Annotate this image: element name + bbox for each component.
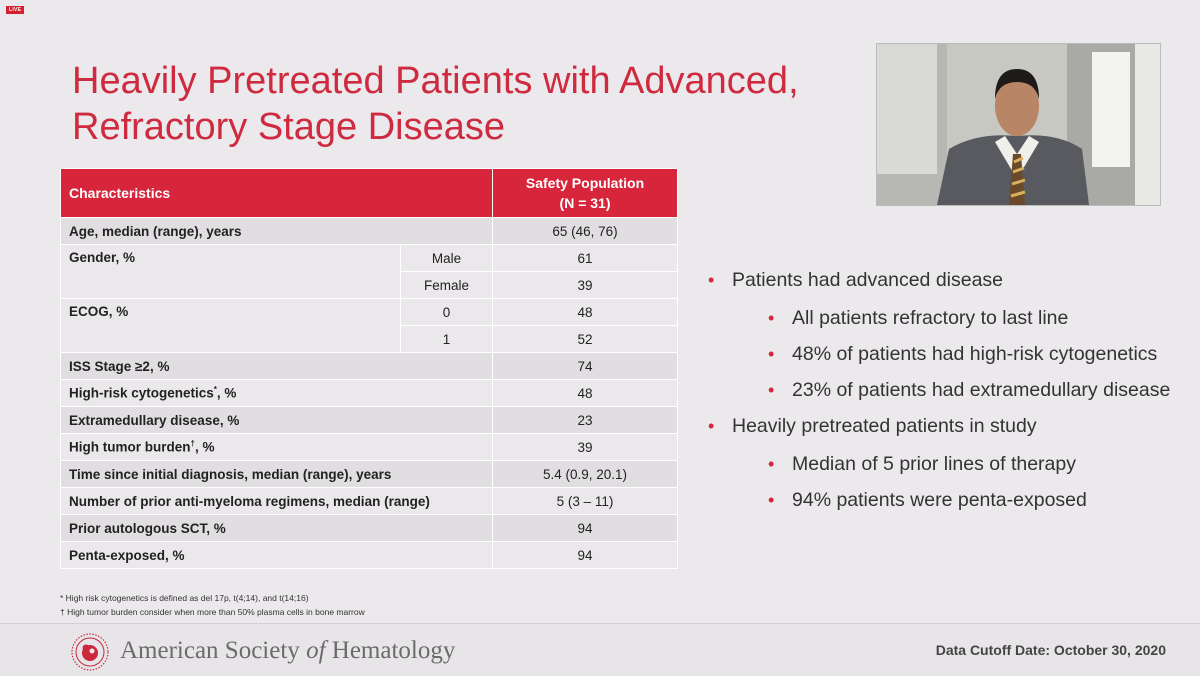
tumor-label-suffix: , % — [194, 439, 215, 455]
table-row: High-risk cytogenetics*, % 48 — [59, 379, 679, 407]
org-name-part1: American Society — [120, 637, 307, 664]
header-pop-line1: Safety Population — [525, 175, 645, 191]
row-label-prior-regimens: Number of prior anti-myeloma regimens, m… — [59, 487, 494, 515]
table-row: ISS Stage ≥2, % 74 — [59, 352, 679, 380]
bullet-text: 94% patients were penta-exposed — [792, 489, 1087, 511]
row-value-extramedullary: 23 — [492, 406, 679, 434]
footnote-tumor-burden: † High tumor burden consider when more t… — [60, 607, 365, 617]
bullet-dot-icon: • — [708, 270, 715, 290]
row-value-ecog-0: 48 — [492, 298, 679, 326]
row-label-age: Age, median (range), years — [59, 217, 494, 245]
bullet-dot-icon: • — [768, 490, 775, 510]
bullet-item: • Patients had advanced disease — [706, 266, 1176, 294]
live-badge: LIVE — [6, 6, 25, 14]
row-value-female: 39 — [492, 271, 679, 299]
tumor-footnote-mark: † — [190, 439, 195, 449]
table-row: Female 39 — [61, 271, 679, 299]
row-sub-female: Female — [399, 271, 494, 299]
row-label-iss: ISS Stage ≥2, % — [59, 352, 494, 380]
bullet-dot-icon: • — [768, 308, 775, 328]
bullet-text: Heavily pretreated patients in study — [732, 415, 1037, 437]
tumor-label-text: High tumor burden — [69, 439, 191, 455]
bullet-text: 23% of patients had extramedullary disea… — [792, 379, 1171, 401]
ash-organization-name: American Society of Hematology — [120, 637, 455, 665]
bullet-dot-icon: • — [708, 416, 715, 436]
slide-title: Heavily Pretreated Patients with Advance… — [72, 58, 872, 150]
characteristics-table: Characteristics Safety Population (N = 3… — [59, 168, 679, 569]
bullet-text: All patients refractory to last line — [792, 307, 1069, 329]
row-label-extramedullary: Extramedullary disease, % — [59, 406, 494, 434]
bullet-item: • 94% patients were penta-exposed — [706, 486, 1176, 514]
table-row: Time since initial diagnosis, median (ra… — [59, 460, 679, 488]
bullet-item: • 23% of patients had extramedullary dise… — [706, 376, 1176, 404]
table-row: Extramedullary disease, % 23 — [59, 406, 679, 434]
row-value-prior-sct: 94 — [492, 514, 679, 542]
org-name-part2: Hematology — [325, 637, 456, 664]
slide-footer: American Society of Hematology Data Cuto… — [0, 623, 1200, 676]
header-characteristics: Characteristics — [59, 168, 494, 218]
cyto-label-suffix: , % — [216, 385, 237, 401]
ash-logo-icon — [71, 633, 109, 671]
row-sub-ecog-0: 0 — [399, 298, 494, 326]
header-safety-population: Safety Population (N = 31) — [492, 168, 679, 218]
table-row: Penta-exposed, % 94 — [59, 541, 679, 569]
row-sub-ecog-1: 1 — [399, 325, 494, 353]
row-value-penta-exposed: 94 — [492, 541, 679, 569]
row-value-ecog-1: 52 — [492, 325, 679, 353]
footnotes: * High risk cytogenetics is defined as d… — [60, 591, 365, 619]
bullet-list: • Patients had advanced disease • All pati… — [706, 266, 1176, 522]
bullet-text: Median of 5 prior lines of therapy — [792, 453, 1076, 475]
cyto-footnote-mark: * — [213, 385, 217, 395]
table-row: 1 52 — [61, 325, 679, 353]
bullet-dot-icon: • — [768, 344, 775, 364]
row-label-prior-sct: Prior autologous SCT, % — [59, 514, 494, 542]
row-value-cytogenetics: 48 — [492, 379, 679, 407]
bullet-item: • Median of 5 prior lines of therapy — [706, 450, 1176, 478]
data-cutoff-date: Data Cutoff Date: October 30, 2020 — [935, 642, 1166, 658]
row-label-time-diagnosis: Time since initial diagnosis, median (ra… — [59, 460, 494, 488]
row-label-gender: Gender, % — [60, 244, 401, 299]
row-value-prior-regimens: 5 (3 – 11) — [492, 487, 679, 515]
title-line-2: Refractory Stage Disease — [72, 106, 505, 148]
row-label-tumor-burden: High tumor burden†, % — [59, 433, 494, 461]
speaker-video-frame — [877, 44, 1160, 205]
table-row: Prior autologous SCT, % 94 — [59, 514, 679, 542]
row-value-time-diagnosis: 5.4 (0.9, 20.1) — [492, 460, 679, 488]
row-sub-male: Male — [399, 244, 494, 272]
row-label-ecog: ECOG, % — [60, 298, 401, 353]
row-value-iss: 74 — [492, 352, 679, 380]
row-value-tumor-burden: 39 — [492, 433, 679, 461]
bullet-text: 48% of patients had high-risk cytogeneti… — [792, 343, 1158, 365]
table-row: Number of prior anti-myeloma regimens, m… — [59, 487, 679, 515]
row-value-age: 65 (46, 76) — [492, 217, 679, 245]
footnote-cytogenetics: * High risk cytogenetics is defined as d… — [60, 593, 309, 603]
row-label-penta-exposed: Penta-exposed, % — [59, 541, 494, 569]
table-row: Age, median (range), years 65 (46, 76) — [59, 217, 679, 245]
row-label-cytogenetics: High-risk cytogenetics*, % — [59, 379, 494, 407]
row-value-male: 61 — [492, 244, 679, 272]
bullet-dot-icon: • — [768, 380, 775, 400]
table-row: Gender, % Male 61 — [60, 244, 679, 299]
table-row: High tumor burden†, % 39 — [59, 433, 679, 461]
bullet-item: • All patients refractory to last line — [706, 304, 1176, 332]
bullet-dot-icon: • — [768, 454, 775, 474]
cyto-label-text: High-risk cytogenetics — [69, 385, 214, 401]
title-line-1: Heavily Pretreated Patients with Advance… — [72, 60, 799, 102]
bullet-item: • Heavily pretreated patients in study — [706, 412, 1176, 440]
header-pop-line2: (N = 31) — [559, 195, 611, 211]
table-row: ECOG, % 0 48 — [60, 298, 679, 353]
bullet-item: • 48% of patients had high-risk cytogenet… — [706, 340, 1176, 368]
speaker-video[interactable] — [876, 43, 1161, 206]
bullet-text: Patients had advanced disease — [732, 269, 1004, 291]
org-name-of: of — [306, 637, 326, 664]
